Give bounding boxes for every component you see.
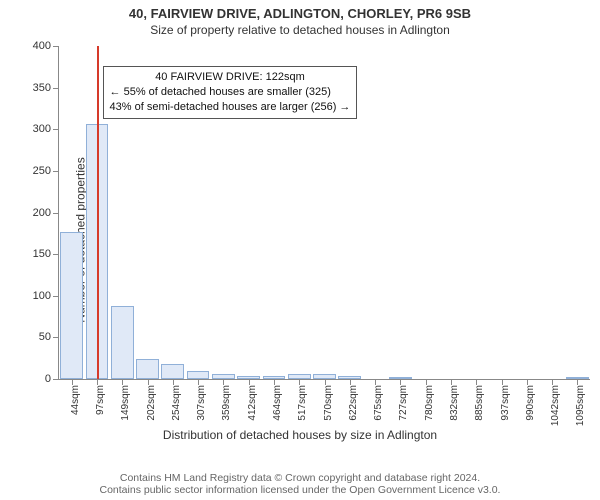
y-tick-label: 350 bbox=[33, 82, 59, 94]
x-axis-label: Distribution of detached houses by size … bbox=[0, 428, 600, 442]
chart-title: 40, FAIRVIEW DRIVE, ADLINGTON, CHORLEY, … bbox=[0, 0, 600, 21]
annotation-line-3: 43% of semi-detached houses are larger (… bbox=[110, 100, 351, 115]
x-tick-label: 1042sqm bbox=[550, 385, 561, 426]
x-tick-label: 570sqm bbox=[323, 385, 334, 421]
y-tick-label: 200 bbox=[33, 207, 59, 219]
footer-line-1: Contains HM Land Registry data © Crown c… bbox=[0, 472, 600, 484]
y-tick-label: 150 bbox=[33, 248, 59, 260]
x-tick-label: 675sqm bbox=[373, 385, 384, 421]
x-tick-label: 254sqm bbox=[171, 385, 182, 421]
annotation-box: 40 FAIRVIEW DRIVE: 122sqm← 55% of detach… bbox=[103, 66, 358, 119]
histogram-bar bbox=[60, 232, 83, 379]
x-tick-label: 307sqm bbox=[196, 385, 207, 421]
x-tick-label: 727sqm bbox=[398, 385, 409, 421]
x-tick-label: 1095sqm bbox=[575, 385, 586, 426]
y-tick-label: 400 bbox=[33, 40, 59, 52]
footer-line-2: Contains public sector information licen… bbox=[0, 484, 600, 496]
x-tick-label: 517sqm bbox=[297, 385, 308, 421]
x-tick-label: 464sqm bbox=[272, 385, 283, 421]
chart-container: Number of detached properties 0501001502… bbox=[0, 40, 600, 440]
annotation-line-1: 40 FAIRVIEW DRIVE: 122sqm bbox=[110, 70, 351, 85]
y-tick-label: 250 bbox=[33, 165, 59, 177]
x-tick-label: 937sqm bbox=[500, 385, 511, 421]
x-tick-label: 44sqm bbox=[70, 385, 81, 415]
y-tick-label: 0 bbox=[45, 373, 59, 385]
histogram-bar bbox=[136, 359, 159, 379]
x-tick-label: 149sqm bbox=[120, 385, 131, 421]
y-tick-label: 50 bbox=[39, 331, 59, 343]
footer-attribution: Contains HM Land Registry data © Crown c… bbox=[0, 472, 600, 496]
x-tick-label: 780sqm bbox=[424, 385, 435, 421]
x-tick-label: 990sqm bbox=[525, 385, 536, 421]
property-marker-line bbox=[97, 46, 99, 379]
x-tick-label: 202sqm bbox=[146, 385, 157, 421]
chart-subtitle: Size of property relative to detached ho… bbox=[0, 21, 600, 37]
y-tick-label: 100 bbox=[33, 290, 59, 302]
plot-area: 05010015020025030035040044sqm97sqm149sqm… bbox=[58, 46, 590, 380]
histogram-bar bbox=[111, 306, 134, 379]
y-tick-label: 300 bbox=[33, 123, 59, 135]
x-tick-label: 622sqm bbox=[348, 385, 359, 421]
x-tick-label: 412sqm bbox=[247, 385, 258, 421]
annotation-line-2: ← 55% of detached houses are smaller (32… bbox=[110, 85, 351, 100]
x-tick-label: 359sqm bbox=[221, 385, 232, 421]
histogram-bar bbox=[187, 371, 210, 379]
x-tick-label: 832sqm bbox=[449, 385, 460, 421]
x-tick-label: 885sqm bbox=[474, 385, 485, 421]
histogram-bar bbox=[161, 364, 184, 379]
x-tick-label: 97sqm bbox=[95, 385, 106, 415]
